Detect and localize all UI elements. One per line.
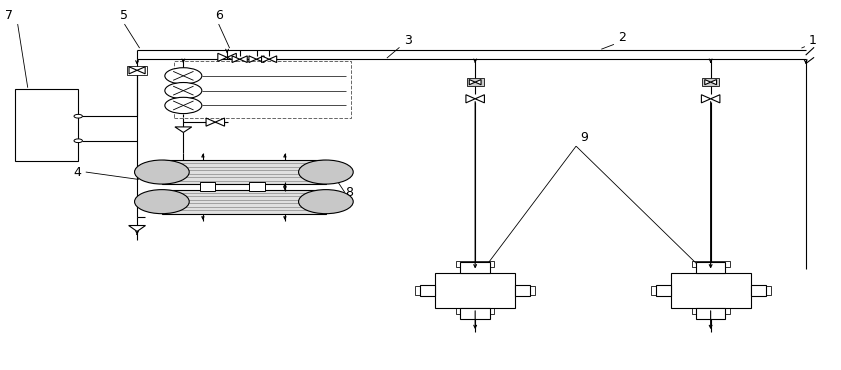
Polygon shape [218,53,227,61]
Polygon shape [249,56,257,63]
Circle shape [135,190,189,214]
Circle shape [299,190,353,214]
Bar [161,190,325,214]
Polygon shape [257,56,264,63]
Polygon shape [129,67,137,74]
Bar [467,78,484,86]
Bar [750,285,765,296]
Bar [161,160,325,184]
Polygon shape [129,226,145,232]
Bar [415,286,433,295]
Polygon shape [137,67,145,74]
Bar [691,261,729,267]
Bar [691,308,729,314]
Polygon shape [262,56,269,63]
Circle shape [165,97,202,114]
Text: 6: 6 [214,9,223,22]
Polygon shape [175,127,192,132]
Circle shape [74,114,82,118]
Bar [456,261,495,267]
Polygon shape [469,80,475,85]
Text: 4: 4 [73,165,81,179]
Bar [655,285,670,296]
Bar [515,285,530,296]
Circle shape [74,139,82,142]
Circle shape [135,160,189,184]
Circle shape [299,160,353,184]
Text: 1: 1 [809,34,817,47]
Text: 2: 2 [618,31,626,44]
Circle shape [165,83,202,99]
Bar [696,308,725,319]
Polygon shape [475,80,481,85]
Bar [461,308,489,319]
Polygon shape [215,118,225,126]
Text: 7: 7 [5,9,13,22]
Text: 3: 3 [404,34,411,47]
Bar [696,262,725,273]
Polygon shape [206,118,215,126]
Polygon shape [701,95,711,103]
Text: 9: 9 [580,131,588,144]
Polygon shape [475,95,484,103]
Polygon shape [705,80,711,85]
Polygon shape [269,56,277,63]
Bar [174,61,351,118]
Bar [670,273,750,308]
Bar [15,89,78,161]
Polygon shape [711,80,717,85]
Bar [420,285,436,296]
Bar [127,66,147,75]
Bar [702,78,719,86]
Polygon shape [227,53,236,61]
Bar [516,286,535,295]
Polygon shape [232,56,240,63]
Bar [200,182,215,191]
Bar [752,286,770,295]
Circle shape [165,68,202,84]
Text: 8: 8 [345,186,353,199]
Polygon shape [240,56,247,63]
Polygon shape [466,95,475,103]
Bar [436,273,515,308]
Bar [461,262,489,273]
Bar [651,286,669,295]
Bar [456,308,495,314]
Polygon shape [711,95,720,103]
Bar [250,182,265,191]
Text: 5: 5 [120,9,129,22]
